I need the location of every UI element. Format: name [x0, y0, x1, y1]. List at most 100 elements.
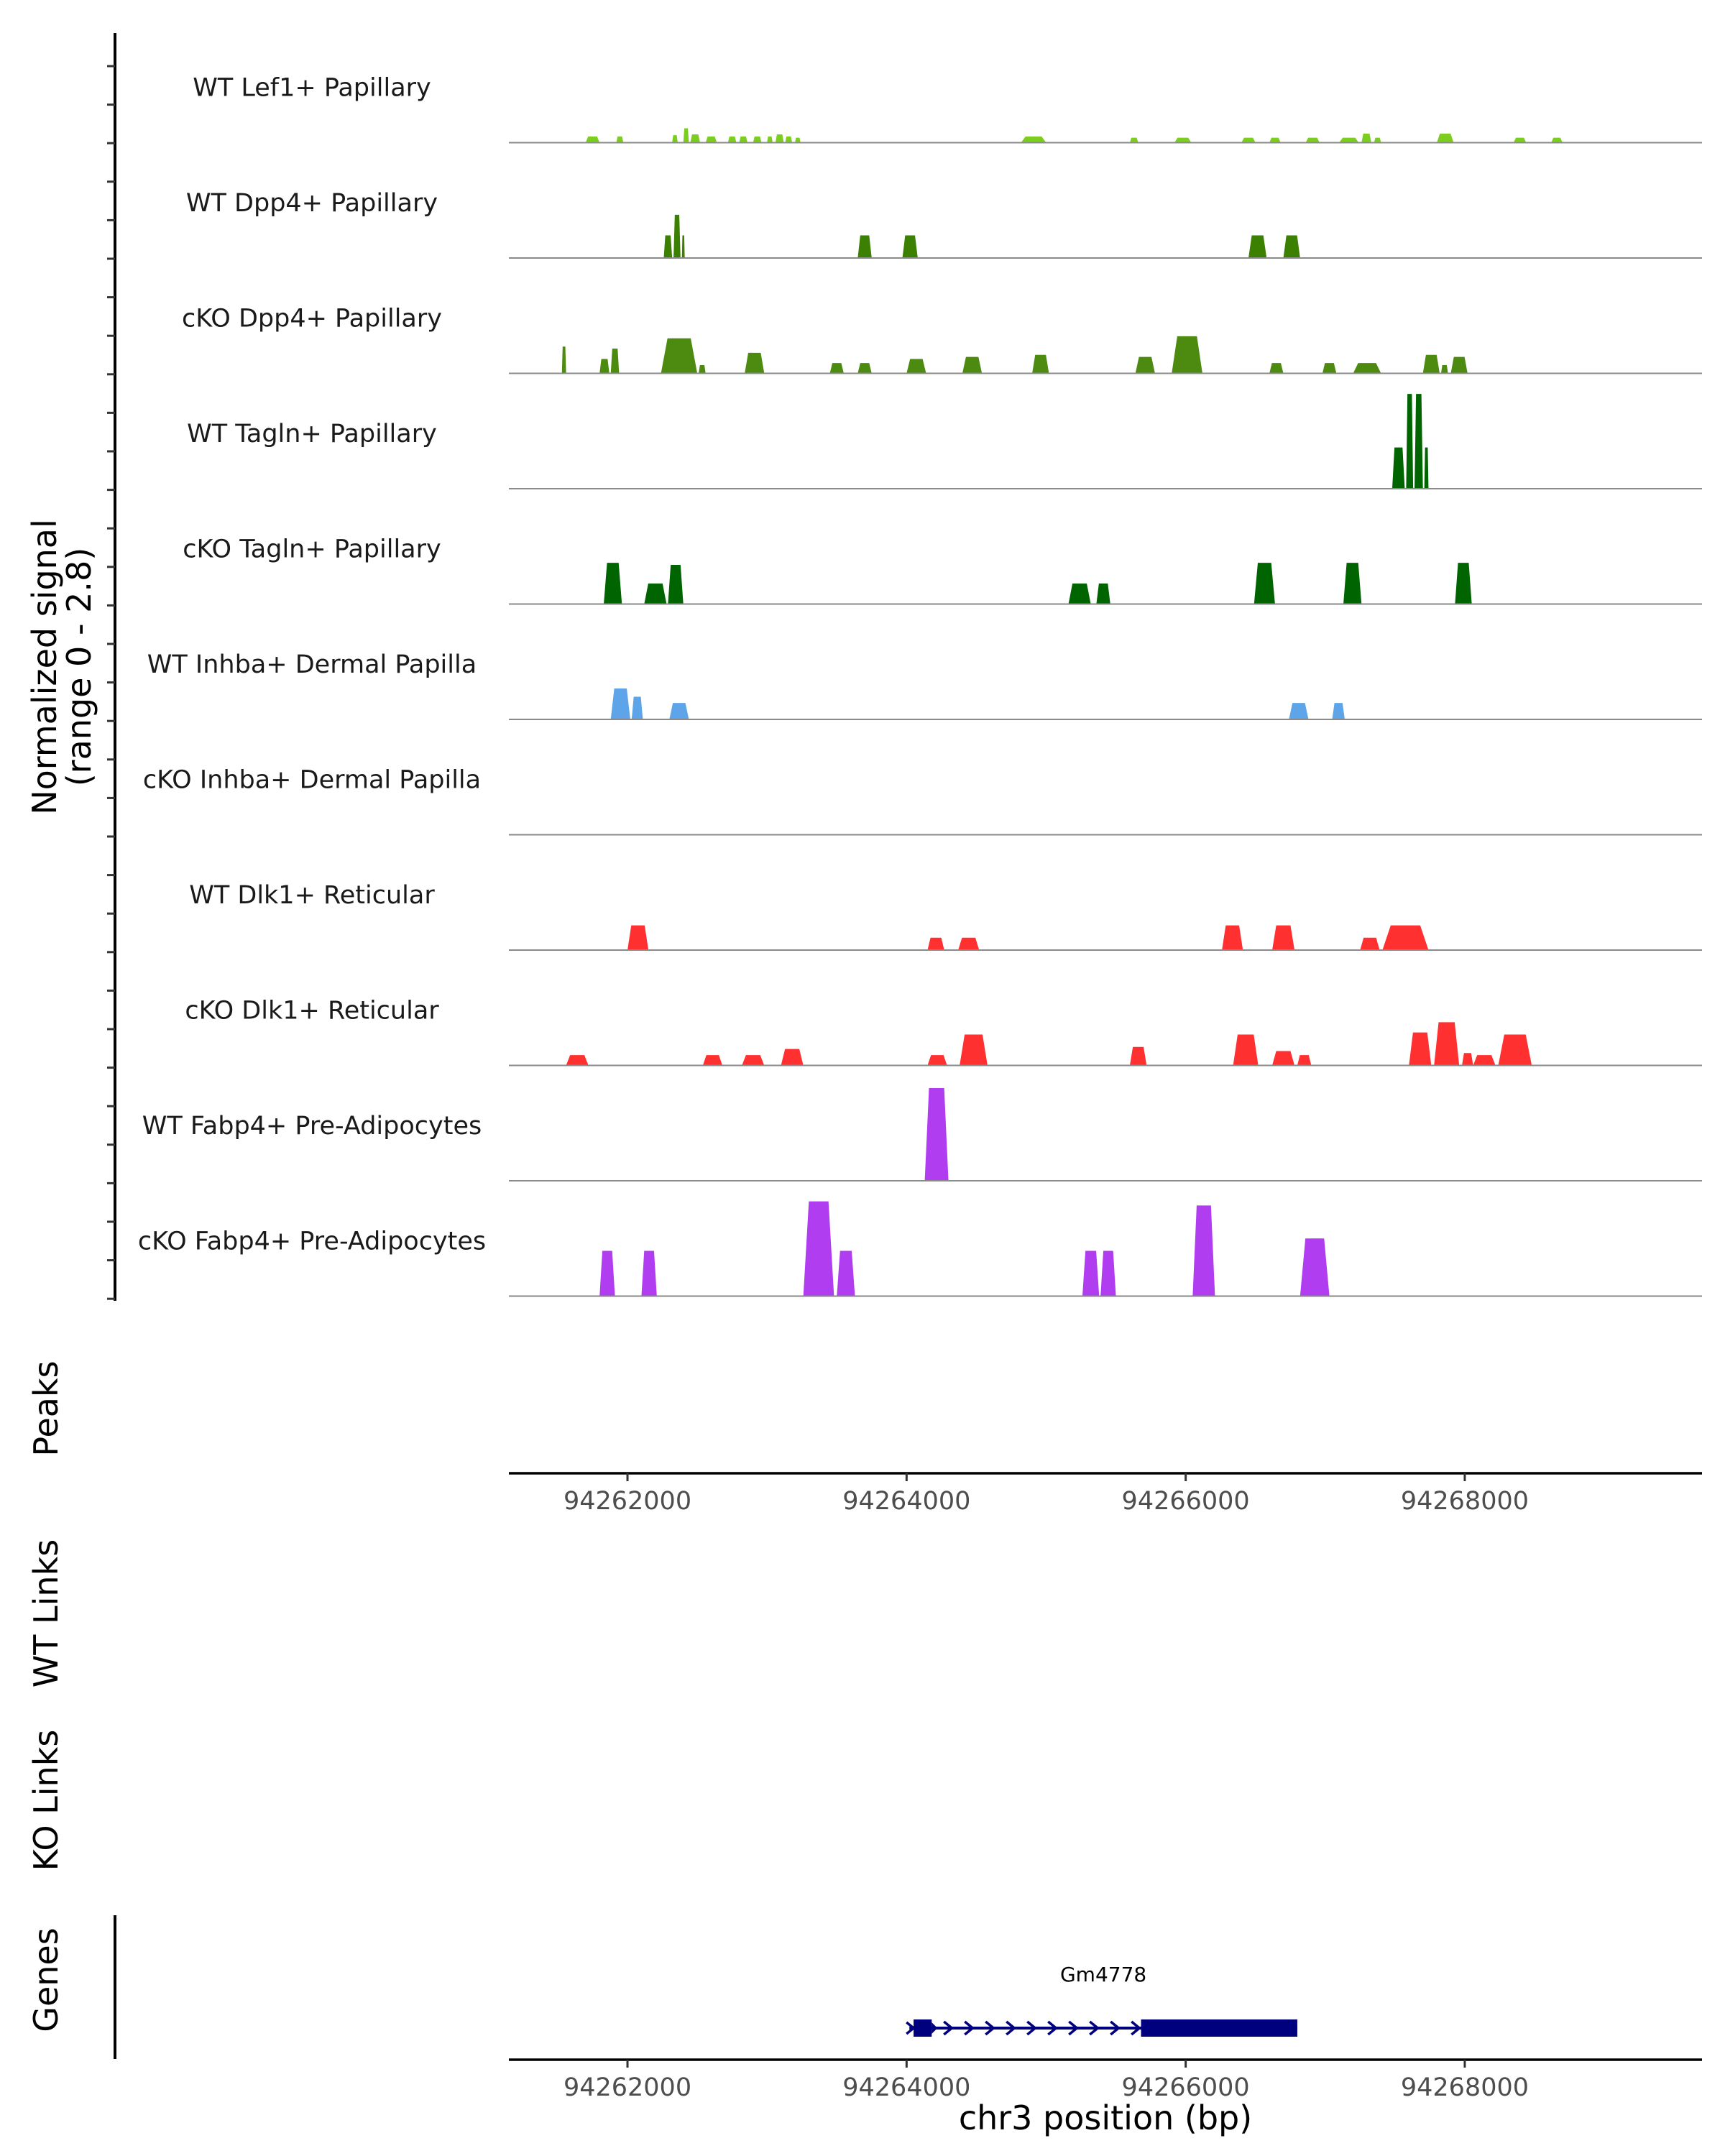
coverage-peak [1254, 563, 1275, 604]
coverage-peak [1289, 703, 1309, 719]
coverage-peak [1414, 394, 1423, 489]
track-8: cKO Dlk1+ Reticular [185, 997, 1702, 1067]
coverage-peak [837, 1250, 855, 1296]
coverage-peak [1339, 137, 1359, 143]
coverage-peak [1455, 563, 1472, 604]
coverage-peak [1473, 1055, 1496, 1066]
coverage-peak [1462, 1053, 1473, 1066]
coverage-peak [1409, 1032, 1432, 1066]
coverage-peak [1498, 1034, 1532, 1066]
y-axis-subtitle: (range 0 - 2.8) [60, 548, 98, 787]
coverage-peak [1172, 336, 1202, 374]
coverage-peak [1450, 356, 1468, 374]
coverage-peak [1300, 1238, 1330, 1296]
coverage-peak [599, 1250, 615, 1296]
strand-arrow [1110, 2020, 1121, 2036]
coverage-peak [610, 688, 630, 719]
gene-name-label: Gm4778 [1060, 1963, 1146, 1986]
coverage-peak [1360, 937, 1380, 950]
track-3: WT Tagln+ Papillary [187, 394, 1702, 489]
x-tick-label: 94262000 [564, 1487, 691, 1516]
coverage-peak [906, 359, 926, 374]
gene-exon [914, 2019, 932, 2037]
x-tick-label: 94268000 [1401, 2073, 1529, 2102]
track-label: WT Inhba+ Dermal Papilla [147, 650, 477, 679]
coverage-peak [1100, 1250, 1116, 1296]
track-label: WT Dlk1+ Reticular [189, 881, 435, 910]
coverage-peak [1135, 356, 1155, 374]
genes-x-ticks: 94262000 94264000 94266000 94268000 [564, 2060, 1529, 2102]
strand-arrow [932, 2022, 938, 2034]
coverage-tracks: WT Lef1+ Papillary WT Dpp4+ Papillary cKO … [138, 74, 1702, 1297]
coverage-peak [561, 346, 566, 374]
x-tick-label: 94264000 [842, 1487, 970, 1516]
wt-links-section-title: WT Links [27, 1539, 65, 1687]
coverage-peak [669, 703, 689, 719]
coverage-peak [767, 136, 773, 143]
coverage-peak [1174, 137, 1192, 143]
genes-section-title: Genes [27, 1927, 65, 2032]
coverage-peak [1374, 137, 1381, 143]
track-1: WT Dpp4+ Papillary [186, 189, 1702, 259]
coverage-peak [742, 1055, 765, 1066]
coverage-peak [1021, 136, 1046, 143]
coverage-peak [1343, 563, 1362, 604]
coverage-peak [1406, 394, 1414, 489]
strand-arrow [1026, 2020, 1038, 2036]
track-9: WT Fabp4+ Pre-Adipocytes [142, 1088, 1702, 1181]
strand-arrow [1089, 2020, 1100, 2036]
coverage-peak [1222, 925, 1243, 950]
x-tick-label: 94264000 [842, 2073, 970, 2102]
coverage-peak [924, 1088, 949, 1181]
track-label: WT Lef1+ Papillary [193, 74, 431, 103]
coverage-peak [690, 134, 700, 143]
coverage-peak [795, 137, 801, 143]
x-tick-label: 94268000 [1401, 1487, 1529, 1516]
gene-exon [1141, 2019, 1297, 2037]
x-axis-title: chr3 position (bp) [959, 2099, 1252, 2137]
coverage-peak [705, 136, 717, 143]
track-label: cKO Inhba+ Dermal Papilla [143, 766, 481, 795]
coverage-peak [1096, 583, 1110, 604]
coverage-peak [785, 136, 793, 143]
track-10: cKO Fabp4+ Pre-Adipocytes [138, 1201, 1702, 1297]
coverage-peak [927, 1055, 947, 1066]
track-4: cKO Tagln+ Papillary [183, 535, 1702, 605]
peaks-section-title: Peaks [27, 1360, 65, 1456]
coverage-peak [616, 136, 624, 143]
coverage-peak [1129, 1046, 1147, 1066]
coverage-peak [1332, 703, 1345, 719]
track-label: cKO Fabp4+ Pre-Adipocytes [138, 1227, 486, 1256]
coverage-peak [1434, 1022, 1460, 1066]
coverage-peak [1241, 137, 1256, 143]
coverage-peak [668, 565, 684, 604]
coverage-peak [775, 134, 784, 143]
coverage-peak [1305, 137, 1320, 143]
coverage-peak [1129, 137, 1138, 143]
coverage-peak [644, 583, 667, 604]
strand-arrow [1068, 2020, 1080, 2036]
track-5: WT Inhba+ Dermal Papilla [147, 650, 1702, 720]
x-tick-label: 94262000 [564, 2073, 691, 2102]
coverage-peak [1392, 447, 1405, 489]
coverage-peak [683, 128, 689, 143]
coverage-peak [1424, 447, 1429, 489]
coverage-peak [1437, 133, 1454, 143]
coverage-peak [566, 1055, 589, 1066]
strand-arrow [943, 2020, 954, 2036]
coverage-peak [960, 1034, 988, 1066]
coverage-peak [631, 696, 643, 719]
y-axis-title: Normalized signal [25, 519, 64, 815]
strand-arrow [964, 2020, 975, 2036]
coverage-peak [1513, 137, 1527, 143]
coverage-peak [1551, 137, 1563, 143]
coverage-peak [1248, 235, 1267, 258]
coverage-peak [681, 235, 685, 258]
coverage-peak [1361, 133, 1371, 143]
coverage-peak [1269, 137, 1281, 143]
track-6: cKO Inhba+ Dermal Papilla [143, 766, 1702, 836]
strand-arrow [1047, 2020, 1059, 2036]
coverage-peak [1322, 363, 1337, 374]
coverage-peak [1283, 235, 1300, 258]
